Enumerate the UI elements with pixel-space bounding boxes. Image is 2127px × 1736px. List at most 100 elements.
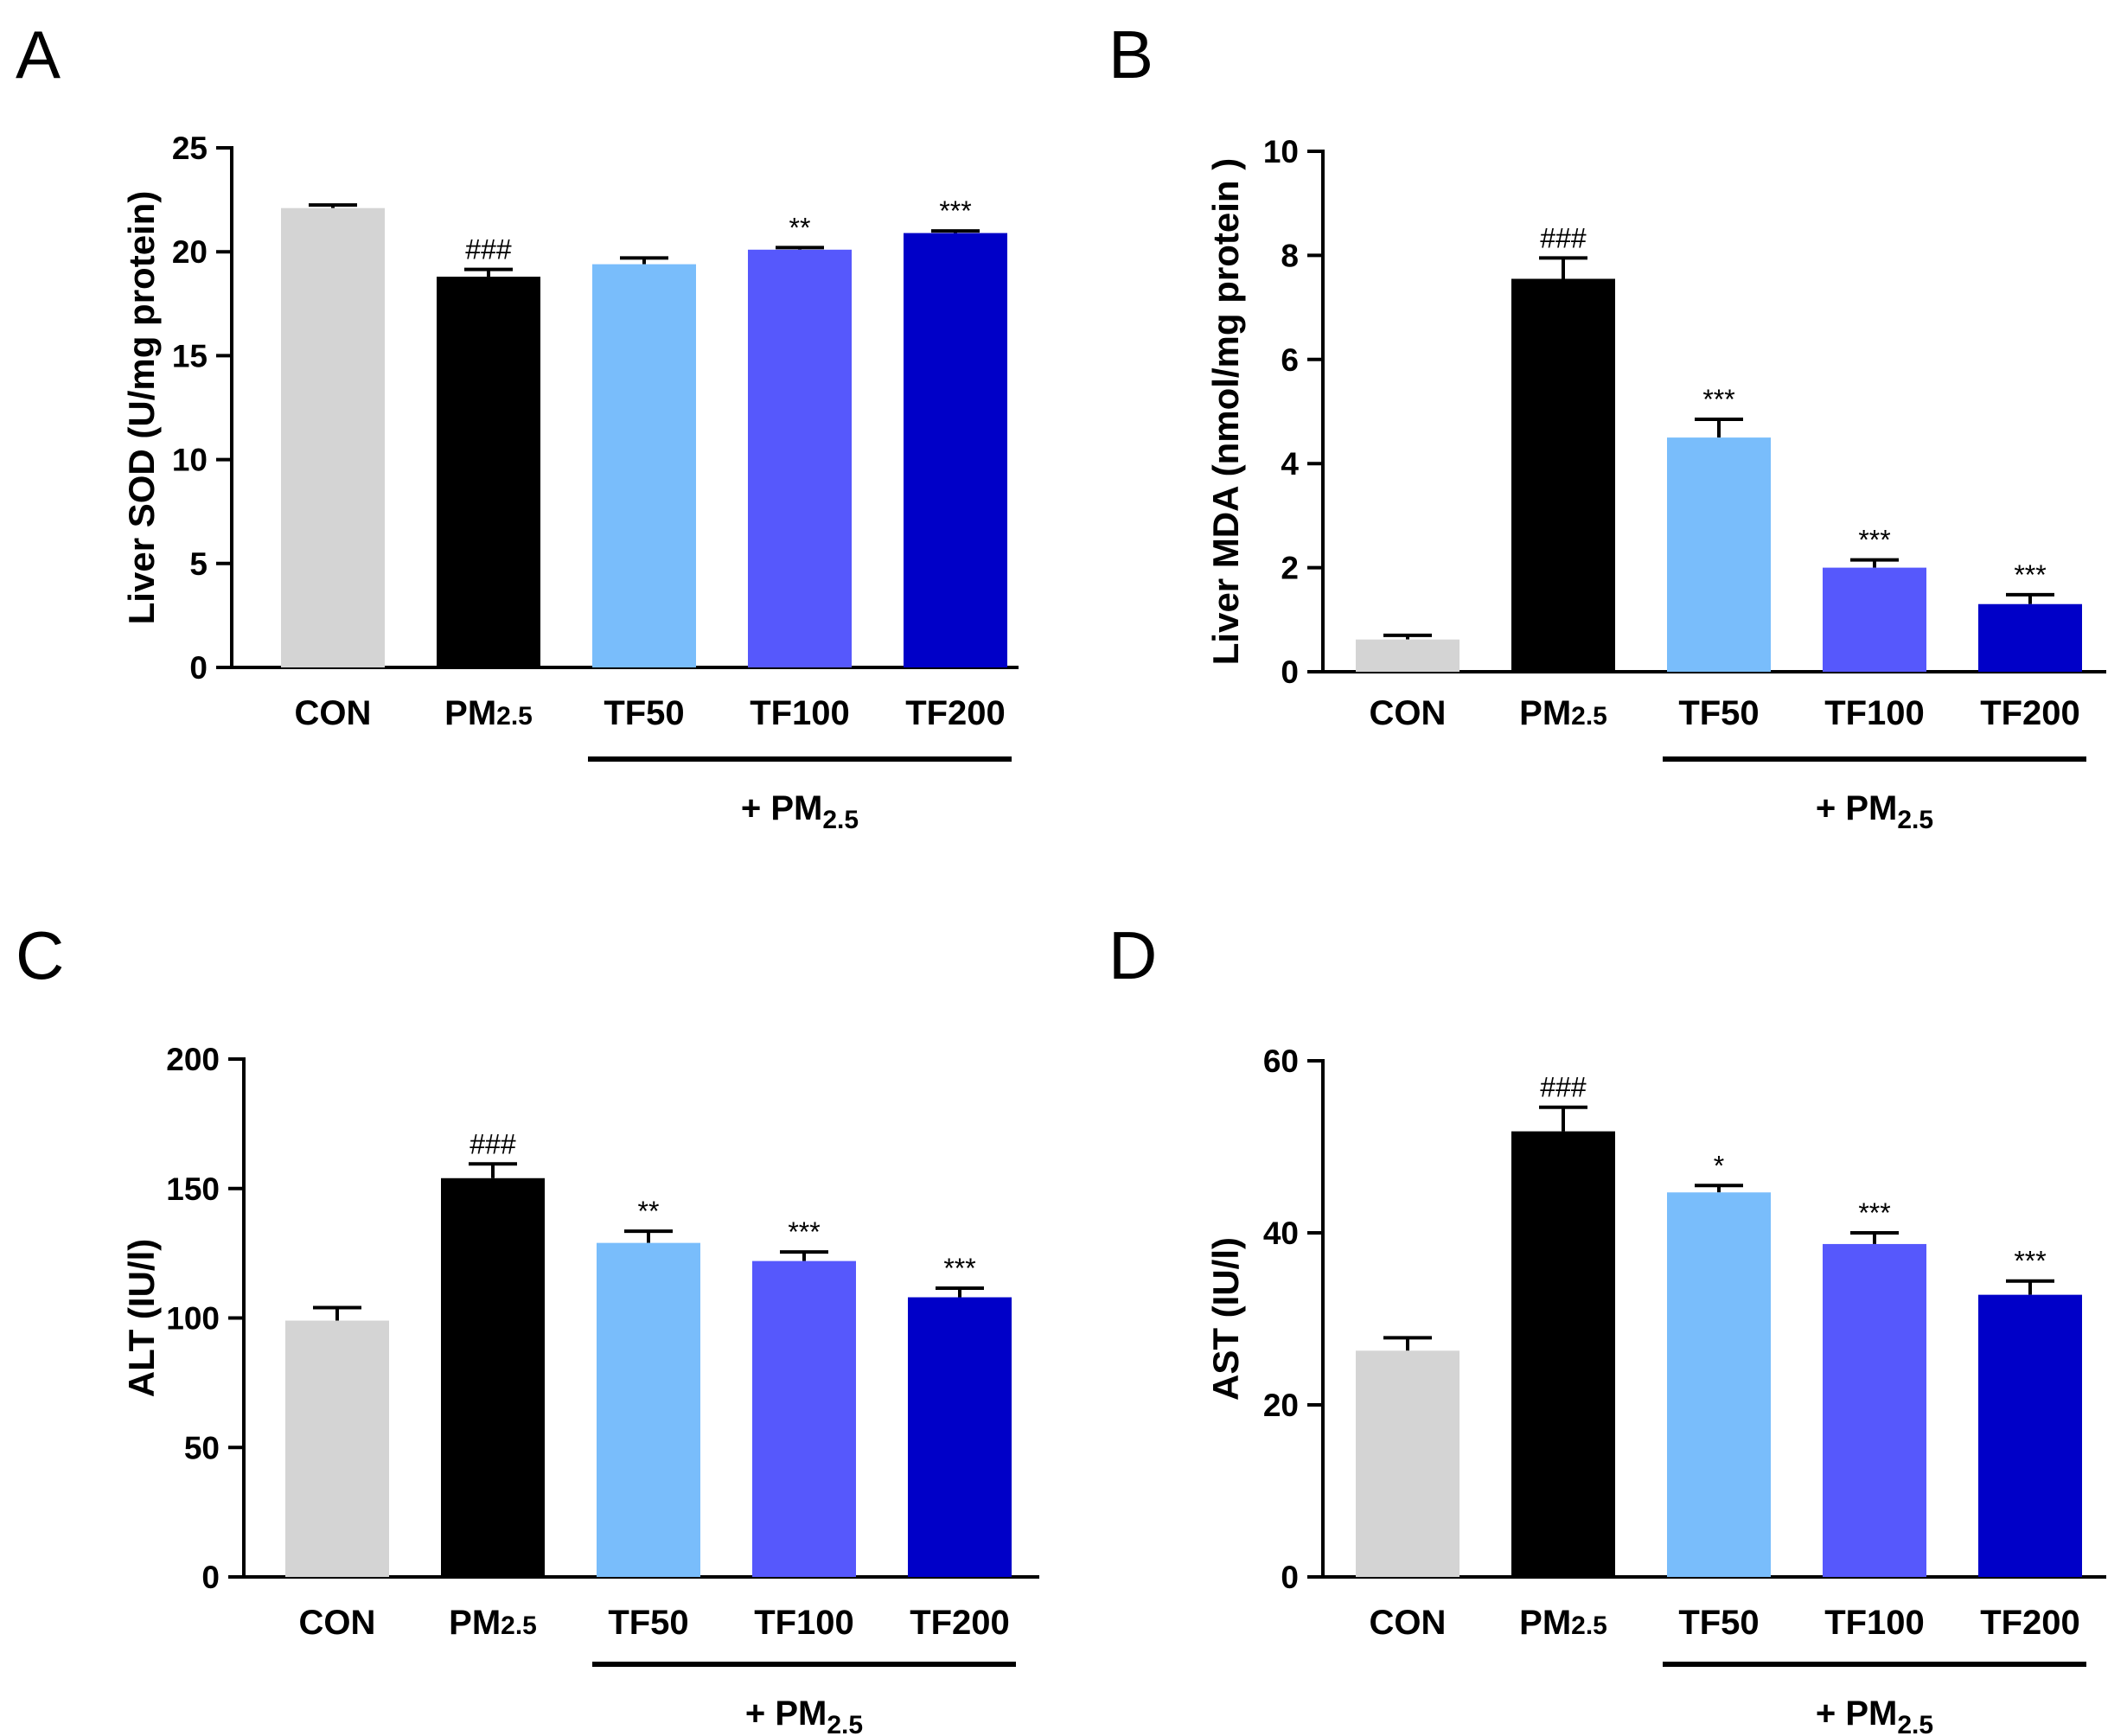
y-tick-label-b-0: 0 (1281, 654, 1299, 690)
bar-c-0 (285, 1320, 389, 1577)
category-label-b-4: TF200 (1980, 694, 2080, 732)
y-tick-label-c-4: 200 (166, 1042, 220, 1077)
panel-b: B 0 2 4 6 8 10 Liver MDA (nmol/mg protein ) CON #… (1108, 16, 2106, 834)
group-label-prefix-c: + PM (745, 1695, 827, 1733)
y-tick-label-b-4: 8 (1281, 238, 1299, 273)
panel-letter-a: A (16, 16, 61, 93)
y-axis-label-a: Liver SOD (U/mg protein) (121, 191, 162, 625)
category-label-c-0: CON (299, 1604, 376, 1642)
category-main-d-1: PM (1519, 1604, 1571, 1642)
category-label-a-3: TF100 (750, 694, 850, 732)
group-label-prefix-b: + PM (1816, 789, 1897, 827)
y-tick-label-a-2: 10 (172, 443, 208, 478)
significance-c-4: *** (943, 1253, 975, 1284)
bar-b-1 (1511, 278, 1615, 672)
y-tick-label-a-1: 5 (189, 546, 208, 582)
significance-a-4: *** (939, 195, 971, 227)
category-main-d-0: CON (1370, 1604, 1447, 1642)
group-label-b: + PM2.5 (1816, 789, 1933, 834)
y-tick-label-d-1: 20 (1263, 1388, 1299, 1423)
bar-a-0 (281, 207, 385, 667)
category-main-a-3: TF100 (750, 694, 850, 732)
significance-c-3: *** (788, 1216, 820, 1248)
group-label-sub-a: 2.5 (822, 806, 859, 834)
significance-b-3: *** (1858, 525, 1890, 556)
category-label-a-4: TF200 (905, 694, 1006, 732)
significance-d-4: *** (2014, 1246, 2046, 1277)
group-label-c: + PM2.5 (745, 1695, 863, 1736)
significance-a-3: ** (789, 212, 811, 243)
significance-b-4: *** (2014, 559, 2046, 590)
category-main-a-4: TF200 (905, 694, 1006, 732)
y-tick-label-d-2: 40 (1263, 1216, 1299, 1251)
y-tick-label-a-4: 20 (172, 234, 208, 270)
category-label-a-2: TF50 (604, 694, 684, 732)
bar-c-1 (441, 1178, 545, 1577)
y-tick-label-c-1: 50 (184, 1430, 220, 1465)
category-label-b-1: PM2.5 (1519, 694, 1607, 732)
category-label-d-4: TF200 (1980, 1604, 2080, 1642)
bar-c-2 (597, 1242, 700, 1577)
significance-d-2: * (1714, 1150, 1724, 1181)
group-label-prefix-d: + PM (1816, 1695, 1897, 1733)
y-tick-label-b-3: 6 (1281, 342, 1299, 378)
significance-d-1: ### (1540, 1072, 1587, 1103)
category-main-d-4: TF200 (1980, 1604, 2080, 1642)
category-main-c-2: TF50 (608, 1604, 688, 1642)
group-label-a: + PM2.5 (741, 789, 859, 834)
group-label-prefix-a: + PM (741, 789, 822, 827)
bar-b-4 (1978, 603, 2082, 672)
category-main-b-1: PM (1519, 694, 1571, 732)
y-tick-label-a-3: 15 (172, 338, 208, 373)
category-main-b-4: TF200 (1980, 694, 2080, 732)
category-label-d-1: PM2.5 (1519, 1604, 1607, 1642)
significance-c-1: ### (469, 1128, 516, 1159)
category-main-c-4: TF200 (910, 1604, 1010, 1642)
panel-letter-c: C (16, 917, 64, 993)
significance-b-1: ### (1540, 222, 1587, 253)
category-label-c-1: PM2.5 (449, 1604, 537, 1642)
y-tick-label-b-1: 2 (1281, 551, 1299, 586)
category-label-b-3: TF100 (1824, 694, 1925, 732)
y-tick-label-a-0: 0 (189, 650, 208, 686)
category-label-d-2: TF50 (1678, 1604, 1759, 1642)
category-main-a-2: TF50 (604, 694, 684, 732)
y-tick-label-c-3: 150 (166, 1171, 220, 1207)
category-main-d-2: TF50 (1678, 1604, 1759, 1642)
bar-a-3 (748, 249, 852, 667)
category-main-a-1: PM (444, 694, 496, 732)
category-sub-b-1: 2.5 (1571, 702, 1607, 731)
bar-c-3 (752, 1261, 856, 1577)
bar-d-2 (1667, 1192, 1771, 1577)
category-sub-a-1: 2.5 (496, 702, 533, 731)
y-tick-label-c-0: 0 (201, 1560, 220, 1595)
bar-b-3 (1823, 567, 1926, 672)
y-tick-label-c-2: 100 (166, 1301, 220, 1337)
category-main-c-0: CON (299, 1604, 376, 1642)
bar-b-2 (1667, 437, 1771, 672)
bar-d-0 (1356, 1350, 1460, 1577)
y-axis-label-c: ALT (IU/l) (121, 1239, 162, 1398)
panel-letter-b: B (1108, 16, 1153, 93)
bar-a-4 (904, 233, 1007, 667)
category-label-c-2: TF50 (608, 1604, 688, 1642)
category-label-c-4: TF200 (910, 1604, 1010, 1642)
y-axis-label-b: Liver MDA (nmol/mg protein ) (1205, 158, 1246, 665)
category-sub-c-1: 2.5 (501, 1612, 537, 1640)
y-tick-label-d-0: 0 (1281, 1560, 1299, 1595)
y-tick-label-b-2: 4 (1281, 446, 1299, 482)
y-tick-label-b-5: 10 (1263, 134, 1299, 169)
category-label-b-2: TF50 (1678, 694, 1759, 732)
panel-a: A 0 5 10 15 20 25 Liver SOD (U/mg protein) CON ##… (16, 16, 1019, 834)
significance-c-2: ** (638, 1196, 660, 1227)
panel-c: C 0 50 100 150 200 ALT (IU/l) CON ### PM2.5 ** TF50… (16, 917, 1039, 1736)
y-tick-label-a-5: 25 (172, 131, 208, 166)
y-tick-label-d-3: 60 (1263, 1044, 1299, 1079)
bar-d-1 (1511, 1131, 1615, 1577)
category-main-c-1: PM (449, 1604, 501, 1642)
category-label-a-1: PM2.5 (444, 694, 533, 732)
panel-letter-d: D (1108, 917, 1157, 993)
category-label-a-0: CON (295, 694, 372, 732)
